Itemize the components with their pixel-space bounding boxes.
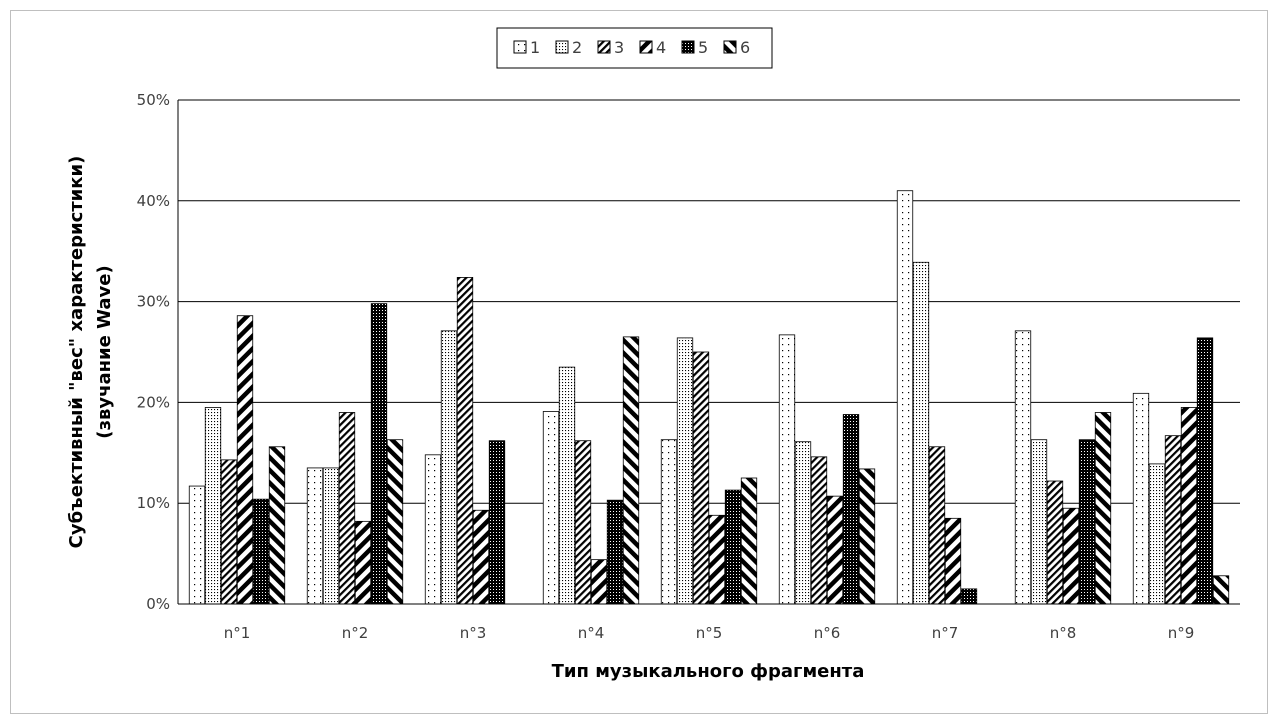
legend-label-1: 1 [530,38,540,57]
bar-s1-c9 [1132,392,1150,605]
bar-s4-c8 [1062,507,1080,605]
x-tick-label: n°8 [1050,624,1077,642]
bar-s3-c7 [928,446,946,605]
bar-s4-c9 [1180,407,1198,605]
axes [177,100,1240,605]
bar-s6-c4 [622,336,640,605]
bar-s3-c9 [1164,435,1182,605]
x-axis-ticks: n°1 n°2 n°3 n°4 n°5 n°6 n°7 n°8 n°9 [224,624,1195,642]
bar-s4-c5 [708,514,726,605]
y-tick-label: 20% [137,393,170,411]
x-axis-title: Тип музыкального фрагмента [552,661,865,682]
y-tick-label: 30% [137,293,170,311]
legend-label-3: 3 [614,38,624,57]
bar-s2-c7 [912,261,930,605]
bar-s5-c1 [252,498,270,605]
bar-s4-c3 [472,509,490,605]
x-tick-label: n°3 [460,624,487,642]
bar-s2-c2 [322,467,340,605]
y-tick-label: 40% [137,192,170,210]
x-tick-label: n°1 [224,624,251,642]
bar-s6-c1 [268,446,286,605]
bar-s6-c2 [386,439,404,605]
bar-s3-c5 [692,351,710,605]
bar-s2-c4 [558,366,576,605]
bar-s4-c7 [944,517,962,605]
bar-s5-c2 [370,303,388,605]
bar-s2-c5 [676,337,694,605]
bar-s1-c3 [424,454,442,605]
legend-label-6: 6 [740,38,750,57]
x-tick-label: n°9 [1168,624,1195,642]
bar-s2-c1 [204,407,222,605]
legend-label-2: 2 [572,38,582,57]
bar-s4-c2 [354,520,372,605]
y-tick-label: 0% [146,595,170,613]
bar-s1-c6 [778,334,796,605]
y-axis-title-line-2: (звучание Wave) [94,265,115,438]
legend-swatch-3 [597,40,611,54]
bar-s2-c6 [794,441,812,605]
bar-s5-c5 [724,489,742,605]
y-tick-label: 10% [137,494,170,512]
bar-s5-c7 [960,588,978,605]
bar-s5-c3 [488,440,506,605]
bar-s5-c9 [1196,337,1214,605]
bar-s1-c5 [660,439,678,605]
bar-s3-c2 [338,412,356,605]
x-tick-label: n°6 [814,624,841,642]
bar-s3-c6 [810,456,828,605]
bar-s2-c8 [1030,439,1048,605]
legend-swatch-6 [723,40,737,54]
legend-label-4: 4 [656,38,666,57]
bar-s2-c3 [440,330,458,605]
legend-swatch-4 [639,40,653,54]
bar-s1-c4 [542,411,560,605]
x-tick-label: n°7 [932,624,959,642]
x-tick-label: n°4 [578,624,605,642]
bar-s3-c3 [456,277,474,605]
bar-s4-c6 [826,495,844,605]
x-tick-label: n°5 [696,624,723,642]
bar-s2-c9 [1148,463,1166,605]
legend: 1 2 3 4 5 6 [496,27,773,69]
bar-s6-c9 [1212,575,1230,605]
bar-s1-c8 [1014,330,1032,605]
bar-s1-c2 [306,467,324,605]
bar-s6-c8 [1094,412,1112,605]
y-axis-title-line-1: Субъективный "вес" характеристики) [66,156,87,549]
bar-s3-c8 [1046,480,1064,605]
bar-s4-c1 [236,315,254,605]
bars-group [188,190,1230,605]
bar-s5-c8 [1078,439,1096,605]
bar-s5-c4 [606,499,624,605]
bar-s1-c1 [188,485,206,605]
bar-s3-c1 [220,459,238,605]
bar-s4-c4 [590,559,608,605]
bar-s1-c7 [896,190,914,605]
legend-swatch-5 [681,40,695,54]
legend-label-5: 5 [698,38,708,57]
bar-s6-c6 [858,468,876,605]
bar-s6-c5 [740,477,758,605]
y-axis-ticks: 0% 10% 20% 30% 40% 50% [137,91,170,613]
y-tick-label: 50% [137,91,170,109]
legend-swatch-1 [513,40,527,54]
legend-swatch-2 [555,40,569,54]
x-tick-label: n°2 [342,624,369,642]
bar-s5-c6 [842,414,860,605]
bar-s3-c4 [574,440,592,605]
